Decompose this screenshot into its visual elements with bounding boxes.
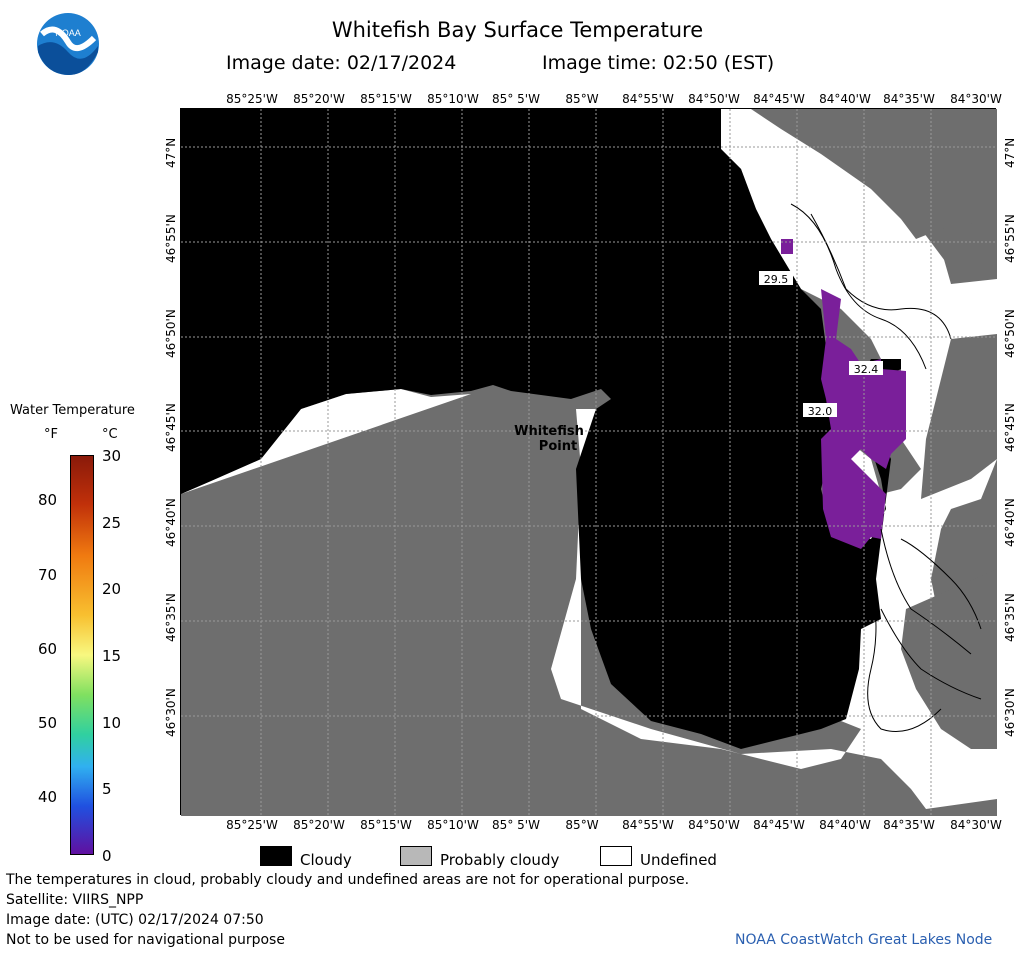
colorbar-c-tick: 0 bbox=[102, 847, 112, 865]
colorbar-title: Water Temperature bbox=[10, 403, 135, 418]
lon-label: 85°15'W bbox=[360, 92, 412, 106]
lat-label: 46°55'N bbox=[164, 214, 178, 263]
legend-label-cloudy: Cloudy bbox=[300, 851, 352, 869]
lon-label: 85°W bbox=[565, 818, 599, 832]
lon-label: 84°55'W bbox=[622, 818, 674, 832]
lat-label: 46°30'N bbox=[164, 688, 178, 737]
ice-water-small bbox=[781, 239, 793, 254]
lat-label: 46°30'N bbox=[1003, 688, 1017, 737]
svg-text:29.5: 29.5 bbox=[764, 273, 789, 286]
lon-label: 85°25'W bbox=[226, 818, 278, 832]
lon-label: 84°30'W bbox=[950, 818, 1002, 832]
image-time: Image time: 02:50 (EST) bbox=[542, 52, 775, 74]
place-label-line2: Point bbox=[539, 439, 577, 454]
footer-line-2: Satellite: VIIRS_NPP bbox=[6, 892, 144, 908]
lat-label: 47°N bbox=[164, 137, 178, 168]
lat-label: 46°45'N bbox=[1003, 403, 1017, 452]
image-date: Image date: 02/17/2024 bbox=[226, 52, 457, 74]
legend-swatch-cloudy bbox=[260, 846, 292, 866]
lon-label: 84°45'W bbox=[753, 818, 805, 832]
legend-label-probably-cloudy: Probably cloudy bbox=[440, 851, 560, 869]
colorbar-f-tick: 70 bbox=[38, 565, 58, 584]
map-title: Whitefish Bay Surface Temperature bbox=[331, 18, 704, 42]
lon-label: 84°50'W bbox=[688, 92, 740, 106]
lon-label: 84°50'W bbox=[688, 818, 740, 832]
lon-label: 84°55'W bbox=[622, 92, 674, 106]
map-panel: 29.5 32.4 32.0 Whitefish Point bbox=[180, 108, 997, 816]
east-land-5 bbox=[901, 569, 997, 749]
lon-label: 85°10'W bbox=[427, 818, 479, 832]
lon-label: 84°35'W bbox=[883, 92, 935, 106]
colorbar-f-tick: 50 bbox=[38, 713, 58, 732]
colorbar-c-tick: 25 bbox=[102, 513, 122, 532]
lat-label: 46°35'N bbox=[1003, 593, 1017, 642]
colorbar-c-tick: 10 bbox=[102, 713, 122, 732]
lon-label: 85°20'W bbox=[293, 92, 345, 106]
svg-text:32.0: 32.0 bbox=[808, 405, 833, 418]
lat-label: 46°40'N bbox=[164, 498, 178, 547]
footer-line-3: Image date: (UTC) 02/17/2024 07:50 bbox=[6, 912, 264, 928]
lon-label: 85°20'W bbox=[293, 818, 345, 832]
colorbar-c-tick: 5 bbox=[102, 780, 112, 799]
colorbar-f-tick: 80 bbox=[38, 491, 58, 510]
cloud-region bbox=[181, 109, 901, 749]
lon-label: 84°35'W bbox=[883, 818, 935, 832]
east-land-3 bbox=[921, 334, 997, 499]
colorbar-unit-c: °C bbox=[102, 427, 118, 442]
lat-label: 46°35'N bbox=[164, 593, 178, 642]
contour-lines bbox=[790, 203, 982, 732]
lon-label: 85° 5'W bbox=[492, 818, 540, 832]
colorbar-c-tick: 30 bbox=[102, 447, 122, 465]
lon-label: 84°40'W bbox=[819, 92, 871, 106]
lon-label: 85°15'W bbox=[360, 818, 412, 832]
footer-line-1: The temperatures in cloud, probably clou… bbox=[6, 872, 690, 888]
contour-label-2: 32.4 bbox=[849, 361, 883, 376]
lon-label: 85°10'W bbox=[427, 92, 479, 106]
contour-label-1: 29.5 bbox=[759, 271, 793, 286]
lat-label: 47°N bbox=[1003, 137, 1017, 168]
colorbar bbox=[70, 455, 94, 855]
contour-label-3: 32.0 bbox=[803, 403, 837, 418]
lat-label: 46°50'N bbox=[164, 309, 178, 358]
lat-label: 46°55'N bbox=[1003, 214, 1017, 263]
lon-label: 85° 5'W bbox=[492, 92, 540, 106]
svg-text:32.4: 32.4 bbox=[854, 363, 879, 376]
lat-label: 46°40'N bbox=[1003, 498, 1017, 547]
lat-label: 46°45'N bbox=[164, 403, 178, 452]
place-label-line1: Whitefish bbox=[514, 424, 584, 439]
lon-label: 85°W bbox=[565, 92, 599, 106]
lon-label: 84°45'W bbox=[753, 92, 805, 106]
colorbar-c-tick: 15 bbox=[102, 647, 122, 665]
east-land-2 bbox=[941, 239, 997, 284]
colorbar-c-tick: 20 bbox=[102, 580, 122, 599]
lon-label: 84°30'W bbox=[950, 92, 1002, 106]
colorbar-f-tick: 40 bbox=[38, 787, 58, 806]
credit-text: NOAA CoastWatch Great Lakes Node bbox=[735, 932, 993, 948]
legend-swatch-undefined bbox=[600, 846, 632, 866]
map-canvas: 29.5 32.4 32.0 Whitefish Point bbox=[181, 109, 997, 816]
lon-label: 84°40'W bbox=[819, 818, 871, 832]
legend-swatch-probably-cloudy bbox=[400, 846, 432, 866]
colorbar-unit-f: °F bbox=[44, 427, 58, 442]
lat-label: 46°50'N bbox=[1003, 309, 1017, 358]
footer-line-4: Not to be used for navigational purpose bbox=[6, 932, 285, 948]
lon-label: 85°25'W bbox=[226, 92, 278, 106]
legend-label-undefined: Undefined bbox=[640, 851, 717, 869]
noaa-logo: NOAA bbox=[36, 12, 100, 76]
graticule bbox=[181, 109, 997, 816]
colorbar-f-tick: 60 bbox=[38, 639, 58, 658]
svg-text:NOAA: NOAA bbox=[55, 28, 81, 38]
east-shore-land bbox=[751, 109, 997, 239]
